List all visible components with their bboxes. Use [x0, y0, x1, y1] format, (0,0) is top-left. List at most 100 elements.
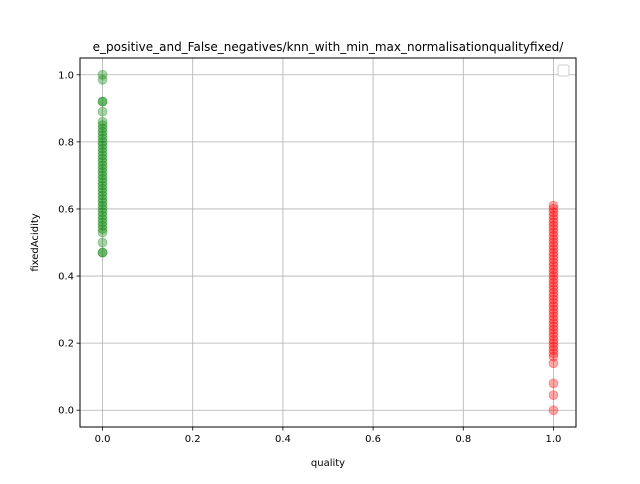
data-point-series-1: [548, 334, 559, 345]
data-point-series-0: [97, 193, 108, 204]
data-point-series-1: [548, 267, 559, 278]
data-point-series-1: [548, 210, 559, 221]
data-point-series-1: [548, 240, 559, 251]
data-point-series-0: [97, 120, 108, 130]
data-point-series-1: [548, 321, 559, 332]
chart-title: e_positive_and_False_negatives/knn_with_…: [93, 40, 565, 54]
data-point-series-1: [548, 274, 559, 285]
data-point-series-0: [97, 247, 108, 258]
data-point-series-1: [548, 291, 559, 302]
data-point-series-1: [548, 214, 559, 224]
data-point-series-1: [548, 378, 559, 389]
data-point-series-1: [548, 287, 559, 298]
data-point-series-1: [548, 234, 559, 245]
data-point-series-0: [97, 204, 108, 214]
data-point-series-1: [548, 301, 559, 312]
plot-area: [80, 58, 576, 427]
data-point-series-1: [548, 257, 559, 268]
data-point-series-0: [97, 173, 108, 184]
data-point-series-0: [97, 143, 108, 154]
x-axis-label: quality: [311, 458, 345, 469]
data-point-series-0: [97, 227, 108, 238]
data-point-series-0: [97, 147, 108, 157]
data-point-series-0: [97, 140, 108, 151]
data-point-series-1: [548, 264, 559, 275]
x-tick-label: 0.0: [95, 434, 111, 445]
data-point-series-0: [97, 220, 108, 231]
x-tick-label: 0.6: [365, 434, 381, 445]
data-point-series-0: [97, 126, 108, 137]
data-point-series-1: [548, 331, 559, 342]
data-point-series-1: [548, 318, 559, 328]
data-point-series-0: [97, 157, 108, 167]
data-point-series-0: [97, 136, 108, 147]
data-point-series-0: [97, 207, 108, 218]
ticks-layer: 0.0 0.2 0.4 0.6 0.8 1.0 0.0 0.2 0.4 0.6 0.8 1.0: [58, 70, 561, 445]
data-point-series-1: [548, 351, 559, 362]
data-point-series-1: [548, 405, 559, 416]
data-point-series-0: [97, 153, 108, 164]
data-point-series-0: [97, 187, 108, 198]
data-point-series-0: [97, 247, 108, 258]
y-tick-label: 1.0: [58, 70, 74, 81]
data-point-series-0: [97, 224, 108, 234]
data-point-series-0: [97, 190, 108, 201]
data-point-series-0: [97, 163, 108, 174]
data-point-series-0: [97, 183, 108, 194]
x-tick-label: 1.0: [546, 434, 562, 445]
data-point-series-1: [548, 244, 559, 255]
data-point-series-1: [548, 254, 559, 265]
data-point-series-0: [97, 123, 108, 134]
data-point-series-0: [97, 200, 108, 211]
data-point-series-1: [548, 348, 559, 359]
plot-frame: [79, 57, 577, 428]
x-tick-label: 0.4: [275, 434, 291, 445]
data-point-series-1: [548, 271, 559, 281]
y-tick-label: 0.2: [58, 339, 74, 350]
data-point-series-0: [97, 69, 108, 80]
data-point-series-0: [97, 106, 108, 117]
y-tick-label: 0.4: [58, 272, 74, 283]
data-point-series-1: [548, 204, 559, 214]
data-point-series-1: [548, 341, 559, 352]
data-point-series-0: [97, 167, 108, 177]
data-point-series-0: [97, 96, 108, 107]
data-point-series-0: [97, 96, 108, 107]
data-point-series-1: [548, 261, 559, 271]
data-point-series-0: [97, 217, 108, 228]
data-point-series-0: [97, 74, 108, 85]
data-point-series-1: [548, 281, 559, 292]
data-point-series-1: [548, 308, 559, 318]
grid-layer: [80, 58, 576, 427]
y-tick-label: 0.0: [58, 406, 74, 417]
y-tick-label: 0.8: [58, 137, 74, 148]
data-point-series-0: [97, 116, 108, 127]
data-point-series-0: [97, 197, 108, 208]
data-point-series-1: [548, 314, 559, 325]
data-point-series-1: [548, 304, 559, 315]
data-point-series-0: [97, 180, 108, 191]
data-point-series-0: [97, 130, 108, 141]
data-point-series-0: [97, 214, 108, 224]
data-point-series-0: [97, 133, 108, 144]
data-point-series-1: [548, 247, 559, 258]
data-points-layer: [97, 69, 559, 416]
x-tick-label: 0.8: [455, 434, 471, 445]
data-point-series-0: [97, 177, 108, 188]
data-point-series-1: [548, 294, 559, 305]
data-point-series-1: [548, 227, 559, 238]
data-point-series-1: [548, 237, 559, 248]
y-axis-label: fixedAcidity: [30, 213, 41, 271]
data-point-series-0: [97, 210, 108, 221]
data-point-series-1: [548, 284, 559, 295]
legend-box: [557, 64, 570, 77]
data-point-series-1: [548, 324, 559, 335]
data-point-series-0: [97, 237, 108, 248]
data-point-series-0: [97, 150, 108, 161]
data-point-series-1: [548, 217, 559, 228]
data-point-series-1: [548, 207, 559, 218]
data-point-series-1: [548, 328, 559, 338]
data-point-series-0: [97, 160, 108, 171]
x-tick-label: 0.2: [185, 434, 201, 445]
